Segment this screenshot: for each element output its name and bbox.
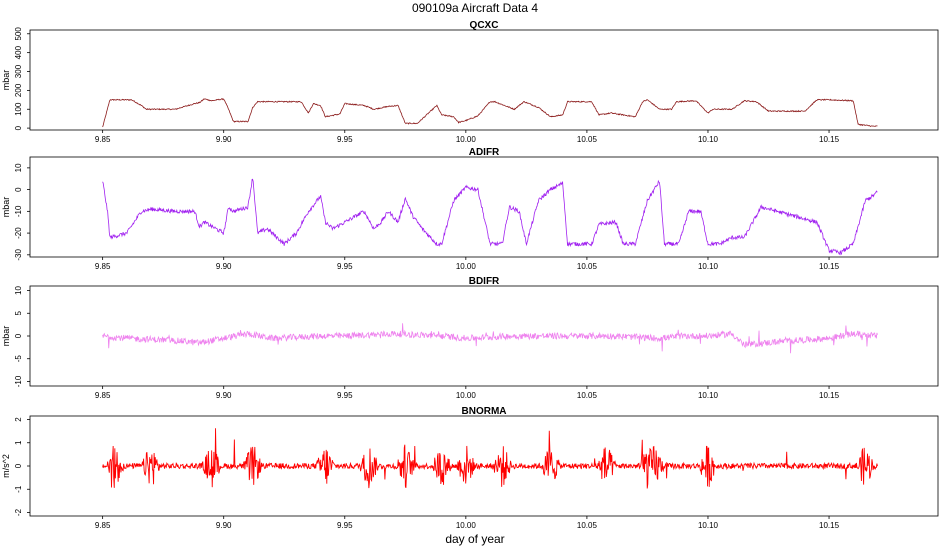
y-tick-label: -30 (14, 248, 23, 260)
panel-title: BDIFR (469, 276, 500, 287)
y-tick-label: 5 (14, 310, 23, 315)
x-tick-label: 10.00 (456, 135, 477, 144)
y-tick-label: 0 (14, 463, 23, 468)
panel-title: ADIFR (469, 147, 500, 158)
y-tick-label: 200 (14, 83, 23, 97)
y-axis-label: mbar (1, 70, 11, 91)
x-tick-label: 9.95 (337, 262, 353, 271)
figure-title: 090109a Aircraft Data 4 (412, 1, 538, 15)
y-axis-label: mbar (1, 197, 11, 218)
plot-frame (29, 29, 939, 131)
y-tick-label: 2 (14, 417, 23, 422)
y-tick-label: 100 (14, 102, 23, 116)
series-line-qcxc (102, 98, 878, 128)
series-line-bdifr (102, 323, 878, 354)
x-tick-label: 10.15 (819, 391, 840, 400)
y-tick-label: -20 (14, 227, 23, 239)
y-tick-label: -2 (14, 508, 23, 516)
x-tick-label: 10.10 (698, 135, 719, 144)
series-line-adifr (102, 178, 878, 256)
x-tick-label: 9.90 (216, 135, 232, 144)
y-tick-label: 10 (14, 163, 23, 172)
panel-bdifr: BDIFR mbar -10 -5 0 5 10 9.85 9.90 9.95 10.00 10.05… (1, 276, 939, 400)
x-tick-label: 10.15 (819, 262, 840, 271)
series-line-bnorma (102, 428, 878, 489)
y-axis-label: m/s^2 (1, 454, 11, 478)
x-tick-label: 10.05 (577, 135, 598, 144)
x-tick-label: 10.10 (698, 521, 719, 530)
panel-qcxc: QCXC mbar 0 100 200 300 400 500 9.85 9.90 9.95 10.0… (1, 20, 939, 144)
x-tick-label: 10.05 (577, 262, 598, 271)
y-tick-label: 400 (14, 45, 23, 59)
x-tick-label: 9.95 (337, 521, 353, 530)
plot-frame (29, 285, 939, 387)
y-tick-label: 10 (14, 286, 23, 295)
x-tick-label: 9.90 (216, 521, 232, 530)
x-tick-label: 9.90 (216, 262, 232, 271)
panel-bnorma: BNORMA m/s^2 -2 -1 0 1 2 9.85 9.90 9.95 10.00 10.05… (1, 406, 939, 530)
x-tick-label: 10.10 (698, 391, 719, 400)
y-tick-label: 0 (14, 125, 23, 130)
y-tick-label: 500 (14, 27, 23, 41)
y-tick-label: -10 (14, 375, 23, 387)
y-tick-label: 0 (14, 333, 23, 338)
y-tick-label: -5 (14, 355, 23, 363)
x-tick-label: 10.10 (698, 262, 719, 271)
y-tick-label: -1 (14, 485, 23, 493)
x-tick-label: 10.00 (456, 391, 477, 400)
x-tick-label: 9.85 (95, 391, 111, 400)
x-tick-label: 10.15 (819, 135, 840, 144)
x-tick-label: 10.00 (456, 521, 477, 530)
x-tick-label: 10.05 (577, 391, 598, 400)
plot-frame (29, 156, 939, 258)
panel-title: QCXC (470, 20, 499, 31)
y-axis-label: mbar (1, 326, 11, 347)
panel-adifr: ADIFR mbar -30 -20 -10 0 10 9.85 9.90 9.95 10.00 10… (1, 147, 939, 271)
x-axis-label: day of year (445, 532, 504, 546)
x-tick-label: 10.15 (819, 521, 840, 530)
x-tick-label: 10.00 (456, 262, 477, 271)
x-tick-label: 10.05 (577, 521, 598, 530)
x-tick-label: 9.95 (337, 135, 353, 144)
x-tick-label: 9.85 (95, 521, 111, 530)
x-tick-label: 9.95 (337, 391, 353, 400)
x-tick-label: 9.85 (95, 135, 111, 144)
y-tick-label: 300 (14, 64, 23, 78)
panel-title: BNORMA (462, 406, 507, 417)
x-tick-label: 9.85 (95, 262, 111, 271)
y-tick-label: -10 (14, 205, 23, 217)
x-tick-label: 9.90 (216, 391, 232, 400)
y-tick-label: 0 (14, 187, 23, 192)
y-tick-label: 1 (14, 440, 23, 445)
